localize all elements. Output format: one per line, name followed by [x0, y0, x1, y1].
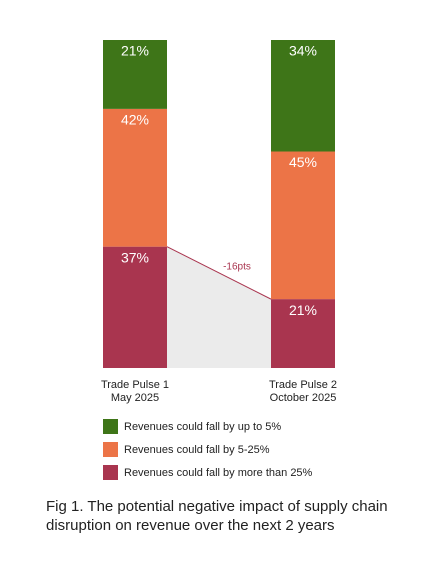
value-label: 37%	[121, 249, 149, 265]
value-label: 45%	[289, 154, 317, 170]
change-area	[167, 246, 271, 368]
bar-segment	[103, 108, 167, 247]
change-line	[166, 246, 272, 300]
x-tick-label: Trade Pulse 1	[101, 379, 169, 391]
value-label: 42%	[121, 112, 149, 128]
bar-segment	[271, 299, 335, 368]
value-label: 34%	[289, 43, 317, 59]
legend-label: Revenues could fall by up to 5%	[124, 421, 281, 433]
legend-swatch	[103, 465, 118, 480]
value-label: 21%	[289, 302, 317, 318]
annotation: -16pts	[223, 262, 251, 273]
legend-label: Revenues could fall by more than 25%	[124, 467, 313, 479]
x-tick-label: May 2025	[111, 392, 159, 404]
legend-swatch	[103, 419, 118, 434]
caption: Fig 1. The potential negative impact of …	[46, 498, 388, 534]
legend-label: Revenues could fall by 5-25%	[124, 444, 270, 456]
value-label: 21%	[121, 43, 149, 59]
bar-segment	[103, 40, 167, 109]
bar-segment	[271, 151, 335, 300]
bar-segment	[103, 246, 167, 368]
x-tick-label: October 2025	[270, 392, 337, 404]
bar-segment	[271, 40, 335, 152]
legend-swatch	[103, 442, 118, 457]
x-tick-label: Trade Pulse 2	[269, 379, 337, 391]
